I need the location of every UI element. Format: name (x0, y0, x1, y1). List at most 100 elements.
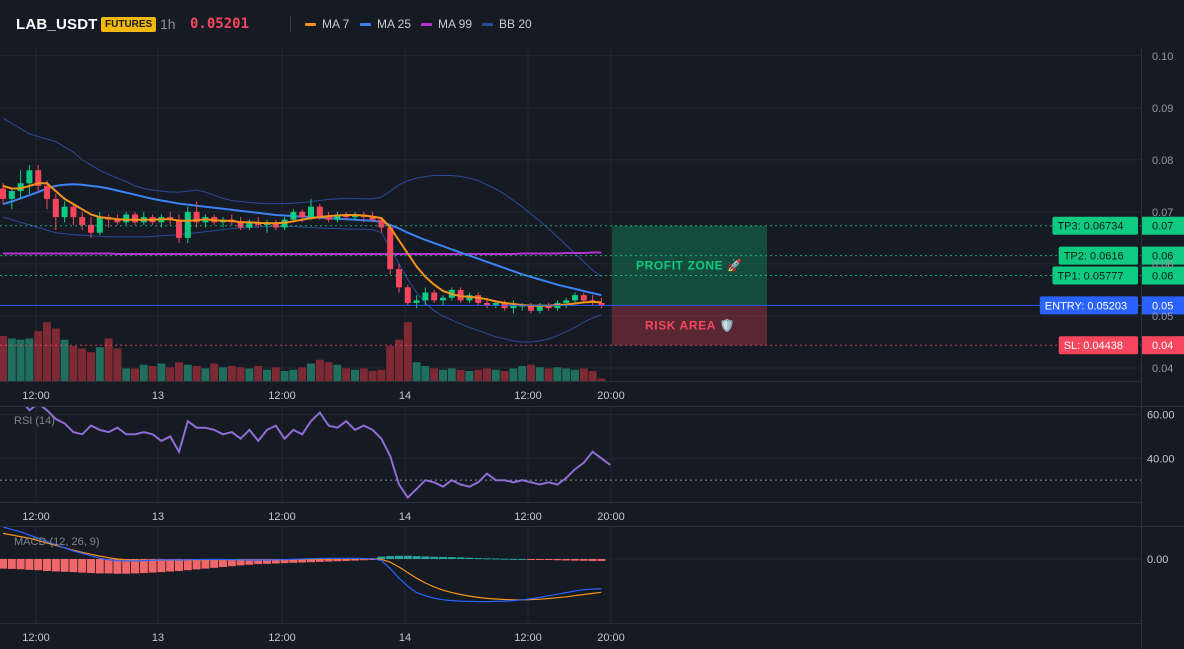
volume-bar (78, 348, 87, 381)
macd-histogram-bar (571, 559, 579, 561)
macd-histogram-bar (465, 557, 474, 559)
legend-label-ma25: MA 25 (377, 17, 412, 31)
macd-x-tick: 12:00 (514, 632, 542, 644)
candle-body (132, 214, 138, 223)
macd-histogram-bar (298, 559, 307, 563)
volume-bar (571, 369, 579, 381)
level-axis-tick-tp1: 0.06 (1152, 271, 1173, 283)
volume-bar (456, 369, 465, 381)
rsi-panel[interactable]: RSI (14) 60.00 40.00 12:00 13 12:00 14 12:00 20:… (0, 407, 1184, 527)
volume-bar (535, 367, 544, 381)
y-tick-label: 0.07 (1152, 207, 1173, 219)
candle-body (246, 222, 253, 228)
macd-histogram-bar (324, 559, 333, 562)
x-tick-label: 14 (399, 390, 411, 402)
candle-body (26, 170, 33, 184)
macd-histogram-bar (430, 556, 439, 559)
macd-histogram-bar (359, 559, 368, 561)
candle-body (572, 295, 578, 301)
macd-x-tick: 13 (152, 632, 164, 644)
volume-bar (280, 371, 289, 381)
macd-histogram-bar (60, 559, 69, 572)
rsi-title: RSI (14) (14, 415, 55, 427)
level-tag-entry[interactable] (1039, 296, 1138, 315)
volume-bar (491, 369, 500, 381)
macd-histogram-bar (236, 559, 245, 566)
macd-x-tick: 14 (399, 632, 411, 644)
candle-body (184, 211, 191, 238)
macd-histogram-bar (518, 559, 527, 560)
volume-bar (175, 362, 183, 381)
volume-bar (588, 371, 597, 381)
volume-bar (104, 338, 113, 381)
macd-histogram-bar (148, 559, 157, 573)
macd-histogram-bar (342, 559, 351, 561)
macd-histogram-bar (509, 558, 518, 560)
price-chart[interactable]: PROFIT ZONE 🚀 RISK AREA 🛡️ TP3: 0.06734 0.0… (0, 48, 1184, 407)
volume-bar (474, 369, 483, 381)
volume-bar (122, 368, 131, 381)
level-axis-tag-sl (1142, 336, 1184, 355)
volume-bar (16, 339, 25, 381)
rsi-y-tick: 40.00 (1147, 453, 1175, 465)
level-tag-tp2[interactable] (1058, 246, 1138, 265)
volume-bar (483, 368, 491, 381)
macd-panel[interactable]: MACD (12, 26, 9) 0.00 12:00 13 12:00 14 12:00 2… (0, 527, 1184, 649)
legend-ma25[interactable]: MA 25 (360, 0, 411, 48)
level-tag-tp1[interactable] (1052, 266, 1138, 285)
level-tag-sl[interactable] (1058, 336, 1138, 355)
macd-histogram-bar (192, 559, 201, 570)
candle-body (52, 198, 59, 218)
candle-body (475, 295, 482, 303)
macd-histogram-bar (527, 559, 535, 560)
candle-body (492, 302, 499, 306)
volume-bar (315, 359, 324, 381)
legend-ma7[interactable]: MA 7 (305, 0, 349, 48)
macd-histogram-bar (377, 556, 386, 559)
macd-histogram-bar (122, 559, 131, 574)
macd-histogram-bar (553, 559, 562, 561)
volume-bar (527, 364, 535, 381)
level-tag-tp3[interactable] (1052, 216, 1138, 235)
macd-histogram-bar (315, 559, 324, 562)
timeframe-label[interactable]: 1h (160, 16, 176, 32)
macd-histogram-bar (447, 557, 456, 559)
legend-swatch-ma99 (421, 22, 432, 26)
macd-histogram-bar (104, 559, 113, 574)
macd-histogram-bar (474, 558, 483, 560)
volume-bar (25, 338, 34, 381)
candle-body (440, 297, 446, 301)
volume-bar (368, 371, 377, 381)
macd-histogram-bar (16, 559, 25, 570)
volume-bar (412, 362, 421, 381)
legend-swatch-bb20 (482, 22, 493, 26)
volume-bar (227, 366, 236, 381)
volume-bar (60, 339, 69, 381)
candle-body (484, 302, 490, 306)
volume-bar (254, 366, 263, 381)
x-tick-label: 12:00 (22, 390, 50, 402)
macd-histogram-bar (588, 559, 597, 561)
volume-bar (359, 368, 368, 381)
legend-bb20[interactable]: BB 20 (482, 0, 532, 48)
candle-body (325, 217, 332, 220)
volume-bar (7, 338, 16, 381)
candle-body (70, 206, 77, 218)
candle-body (457, 289, 464, 301)
symbol-name[interactable]: LAB_USDT (16, 15, 98, 33)
macd-histogram-bar (254, 559, 263, 565)
legend-swatch-ma25 (360, 22, 371, 26)
volume-bar (562, 368, 571, 381)
volume-bar (351, 369, 359, 381)
volume-bar (139, 364, 148, 381)
bb-lower-line (2, 216, 602, 343)
volume-bar (69, 346, 78, 381)
candle-body (272, 222, 279, 228)
volume-bar (324, 362, 333, 381)
macd-histogram-bar (597, 559, 606, 561)
macd-histogram-bar (43, 559, 51, 571)
volume-bar (518, 366, 527, 381)
volume-bar (597, 378, 606, 381)
legend-ma99[interactable]: MA 99 (421, 0, 472, 48)
macd-histogram-bar (403, 555, 412, 559)
